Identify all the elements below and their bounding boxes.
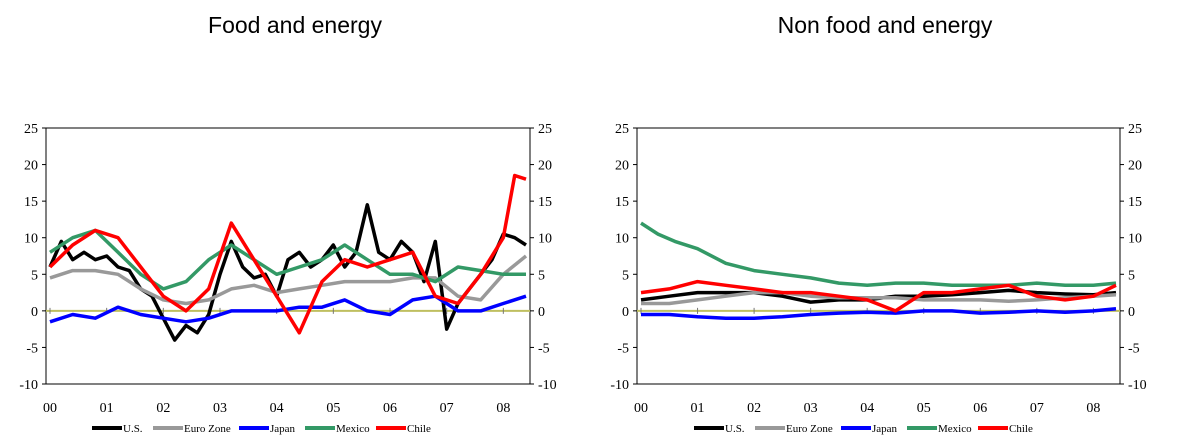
y-tick-label-left: -10 <box>610 378 629 393</box>
y-tick-label-right: 5 <box>1128 268 1135 283</box>
x-tick-label: 08 <box>496 401 510 416</box>
x-tick-label: 07 <box>440 401 454 416</box>
y-tick-label-right: -5 <box>1128 341 1140 356</box>
legend-label: Chile <box>407 423 431 435</box>
y-tick-label-left: 25 <box>24 122 38 137</box>
x-tick-label: 06 <box>973 401 987 416</box>
plot-frame <box>636 127 1121 385</box>
legend-label: Chile <box>1009 423 1033 435</box>
legend-label: Japan <box>270 423 296 435</box>
x-tick-label: 03 <box>804 401 818 416</box>
plot-frame <box>45 127 531 385</box>
legend-label: Euro Zone <box>786 423 833 435</box>
x-tick-label: 02 <box>156 401 170 416</box>
y-tick-label-right: -10 <box>538 378 557 393</box>
series-line-u-s- <box>48 203 527 342</box>
chart-panel-non-food-energy: Non food and energy -10 -10 -5 -5 0 0 5 5 10 10 15… <box>590 0 1180 439</box>
series-line-chile <box>48 173 527 335</box>
y-tick-label-left: 5 <box>622 268 629 283</box>
y-tick-label-left: 5 <box>31 268 38 283</box>
y-tick-label-right: 20 <box>1128 159 1142 174</box>
y-tick-label-left: 0 <box>31 305 38 320</box>
y-tick-label-left: 15 <box>615 195 629 210</box>
legend-label: Mexico <box>938 423 972 435</box>
y-tick-label-right: 25 <box>538 122 552 137</box>
x-tick-label: 02 <box>747 401 761 416</box>
y-tick-label-left: -5 <box>617 341 629 356</box>
x-tick-label: 05 <box>917 401 931 416</box>
x-tick-label: 04 <box>270 401 284 416</box>
legend-label: Japan <box>872 423 898 435</box>
y-tick-label-left: 10 <box>615 232 629 247</box>
legend-label: U.S. <box>725 423 745 435</box>
x-tick-label: 08 <box>1086 401 1100 416</box>
y-tick-label-right: -10 <box>1128 378 1147 393</box>
x-tick-label: 03 <box>213 401 227 416</box>
y-tick-label-right: 0 <box>1128 305 1135 320</box>
series-line-japan <box>49 294 527 324</box>
y-tick-label-left: 20 <box>615 159 629 174</box>
series-line-euro-zone <box>641 290 1117 306</box>
y-tick-label-left: -5 <box>26 341 38 356</box>
series-line-chile <box>640 279 1117 313</box>
x-tick-label: 01 <box>100 401 114 416</box>
x-tick-label: 06 <box>383 401 397 416</box>
series-line-japan <box>641 306 1117 320</box>
series-line-euro-zone <box>49 254 528 306</box>
legend-label: U.S. <box>123 423 143 435</box>
y-tick-label-right: 10 <box>538 232 552 247</box>
chart-title: Food and energy <box>208 12 382 38</box>
y-tick-label-right: 20 <box>538 159 552 174</box>
x-tick-label: 00 <box>634 401 648 416</box>
y-tick-label-right: 10 <box>1128 232 1142 247</box>
y-tick-label-left: 10 <box>24 232 38 247</box>
y-tick-label-left: 15 <box>24 195 38 210</box>
y-tick-label-left: 0 <box>622 305 629 320</box>
chart-panel-food-energy: Food and energy -10 -10 -5 -5 0 0 5 5 10 10 15 15 20… <box>0 0 590 439</box>
x-tick-label: 05 <box>326 401 340 416</box>
legend-label: Mexico <box>336 423 370 435</box>
y-tick-label-right: 0 <box>538 305 545 320</box>
y-tick-label-left: 20 <box>24 159 38 174</box>
x-tick-label: 01 <box>691 401 705 416</box>
series-line-mexico <box>640 221 1117 288</box>
y-tick-label-left: -10 <box>19 378 38 393</box>
x-tick-label: 07 <box>1030 401 1044 416</box>
y-tick-label-right: 15 <box>538 195 552 210</box>
chart-title: Non food and energy <box>777 12 993 38</box>
y-tick-label-right: 5 <box>538 268 545 283</box>
y-tick-label-right: -5 <box>538 341 550 356</box>
x-tick-label: 04 <box>860 401 874 416</box>
legend-label: Euro Zone <box>184 423 231 435</box>
y-tick-label-right: 25 <box>1128 122 1142 137</box>
series-line-mexico <box>49 228 526 291</box>
y-tick-label-right: 15 <box>1128 195 1142 210</box>
y-tick-label-left: 25 <box>615 122 629 137</box>
x-tick-label: 00 <box>43 401 57 416</box>
